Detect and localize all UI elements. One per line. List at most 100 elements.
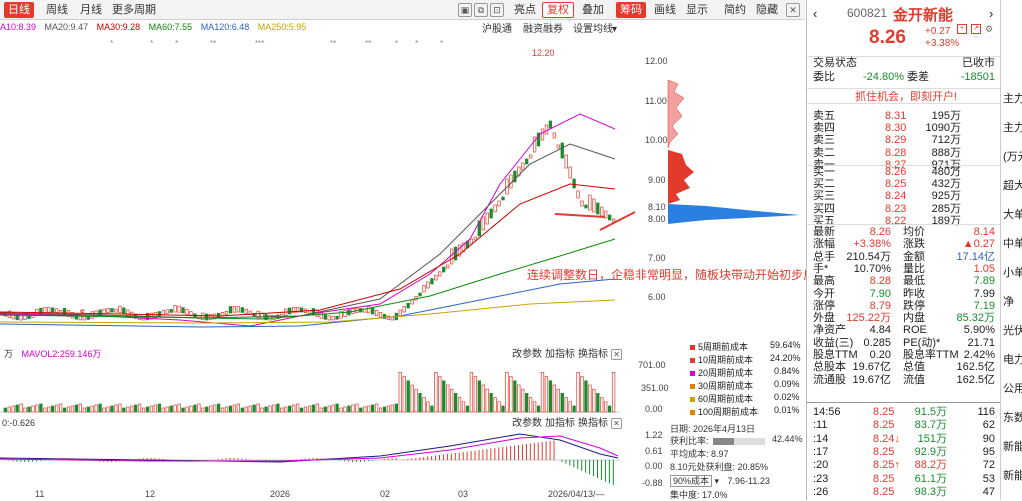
plus-icon[interactable]: + [957, 24, 967, 34]
ask-row[interactable]: 卖五 8.31 195万 [813, 110, 961, 122]
candle [560, 142, 564, 159]
bid-row[interactable]: 买一 8.26 480万 [813, 166, 961, 178]
ma-legend: A10:8.39 MA20:9.47 MA30:9.28 MA60:7.55 M… [0, 22, 312, 34]
zoom-icon[interactable]: ⊡ [490, 3, 504, 17]
vol-switch-indicator[interactable]: 换指标 [578, 349, 608, 360]
tab-more-periods[interactable]: 更多周期 [112, 4, 156, 16]
volume-bar [540, 372, 545, 413]
stock-name: 金开新能 [893, 7, 954, 24]
candle [410, 299, 414, 305]
volume-bar [422, 397, 426, 413]
chips-button[interactable]: 筹码 [616, 2, 646, 18]
tab-monthly[interactable]: 月线 [80, 4, 102, 16]
trade-status-row: 交易状态 已收市 [807, 56, 1001, 69]
volume-bar [264, 406, 268, 413]
volume-bar [165, 406, 169, 413]
candle [568, 166, 572, 179]
macd-add-indicator[interactable]: 加指标 [545, 418, 575, 429]
candle [446, 264, 450, 269]
side-label[interactable]: 大单 [1003, 209, 1022, 221]
ma20-label: MA20:9.47 [44, 22, 89, 32]
hgt-button[interactable]: 沪股通 [482, 24, 512, 35]
side-label[interactable]: 光伏 [1003, 325, 1022, 337]
volume-bar [398, 372, 402, 413]
tab-daily[interactable]: 日线 [4, 2, 34, 18]
bid-row[interactable]: 买五 8.22 189万 [813, 214, 961, 227]
volume-bar [173, 404, 177, 413]
bid-row[interactable]: 买三 8.24 925万 [813, 190, 961, 203]
volume-bar [611, 372, 616, 413]
share-icon[interactable]: ↗ [971, 24, 981, 34]
volume-bar [7, 406, 11, 413]
side-label[interactable]: 东数 [1003, 412, 1022, 424]
gear-icon[interactable]: ⚙ [985, 24, 994, 34]
candle [47, 307, 51, 313]
volume-bar [134, 404, 138, 413]
side-label[interactable]: 公用 [1003, 383, 1022, 395]
ask-row[interactable]: 卖三 8.29 712万 [813, 134, 961, 147]
side-label[interactable]: 超大 [1003, 180, 1022, 192]
close-icon[interactable]: ✕ [786, 3, 800, 17]
display-button[interactable]: 显示 [686, 4, 708, 16]
ask-row[interactable]: 卖四 8.30 1090万 [813, 122, 961, 135]
side-label[interactable]: (万元 [1003, 151, 1022, 163]
ask-row[interactable]: 卖二 8.28 888万 [813, 146, 961, 159]
highlight-button[interactable]: 亮点 [514, 4, 536, 16]
hide-button[interactable]: 隐藏 [756, 4, 778, 16]
bid-row[interactable]: 买二 8.25 432万 [813, 178, 961, 191]
tab-weekly[interactable]: 周线 [46, 4, 68, 16]
chip-cost90[interactable]: 90%成本 ▾ 7.96-11.23 [670, 474, 770, 487]
chip-distribution [667, 79, 800, 224]
side-label[interactable]: 小单 [1003, 267, 1022, 279]
promo-banner[interactable]: 抓住机会，即刻开户! [807, 88, 1001, 104]
side-label[interactable]: 中单 [1003, 238, 1022, 250]
macd-switch-indicator[interactable]: 换指标 [578, 418, 608, 429]
weibi-row: 委比 -24.80% 委差 -18501 [813, 71, 995, 83]
vol-add-indicator[interactable]: 加指标 [545, 349, 575, 360]
side-label[interactable]: 主力 [1003, 93, 1022, 105]
x-tick: 11 [35, 489, 45, 499]
side-label[interactable]: 新能 [1003, 441, 1022, 453]
tick-row: :17 8.25 92.9万 95 [813, 445, 995, 458]
ask-row[interactable]: 卖一 8.27 971万 [813, 158, 961, 171]
volume-bar [378, 407, 383, 413]
volume-bar [244, 406, 248, 413]
kline-chart: * * * ** *** ** ** * * * $ [0, 39, 636, 328]
cursor-date: 2026/04/13/— [548, 489, 605, 499]
stat-row: 总手 210.54万 金额 17.14亿 [813, 250, 995, 263]
layout-icon[interactable]: ▣ [458, 3, 472, 17]
macd-edit-params[interactable]: 改参数 [512, 418, 542, 429]
side-label[interactable]: 净 [1003, 296, 1014, 308]
chevron-right-icon[interactable]: › [989, 6, 994, 21]
simple-button[interactable]: 简约 [724, 4, 746, 16]
macd-axis-tick: 0.00 [645, 461, 663, 471]
copy-icon[interactable]: ⧉ [474, 3, 488, 17]
volume-bar [315, 403, 319, 413]
axis-tick: 7.00 [648, 253, 666, 263]
bid-row[interactable]: 买四 8.23 285万 [813, 202, 961, 215]
close-icon[interactable]: ✕ [611, 418, 622, 429]
draw-button[interactable]: 画线 [654, 4, 676, 16]
chevron-left-icon[interactable]: ‹ [813, 6, 818, 21]
candle [485, 212, 489, 225]
margin-button[interactable]: 融资融券 [523, 24, 563, 35]
ma-settings-button[interactable]: 设置均线 [573, 24, 613, 35]
adjust-button[interactable]: 复权 [542, 2, 574, 18]
vol-edit-params[interactable]: 改参数 [512, 349, 542, 360]
candle [228, 306, 233, 314]
side-label[interactable]: 电力 [1003, 354, 1022, 366]
volume-bar [501, 405, 505, 413]
chip-concentration: 集中度: 17.0% [670, 490, 728, 500]
candle [453, 246, 458, 261]
side-label[interactable]: 新能 [1003, 470, 1022, 482]
candle [236, 306, 241, 313]
side-label[interactable]: 主力 [1003, 122, 1022, 134]
chevron-down-icon[interactable]: ▾ [612, 24, 618, 35]
macd-chart [0, 433, 620, 486]
candle [244, 308, 248, 314]
candle [398, 309, 402, 317]
volume-bar [141, 407, 146, 413]
close-icon[interactable]: ✕ [611, 349, 622, 360]
volume-bar [145, 406, 150, 413]
overlay-button[interactable]: 叠加 [582, 4, 604, 16]
